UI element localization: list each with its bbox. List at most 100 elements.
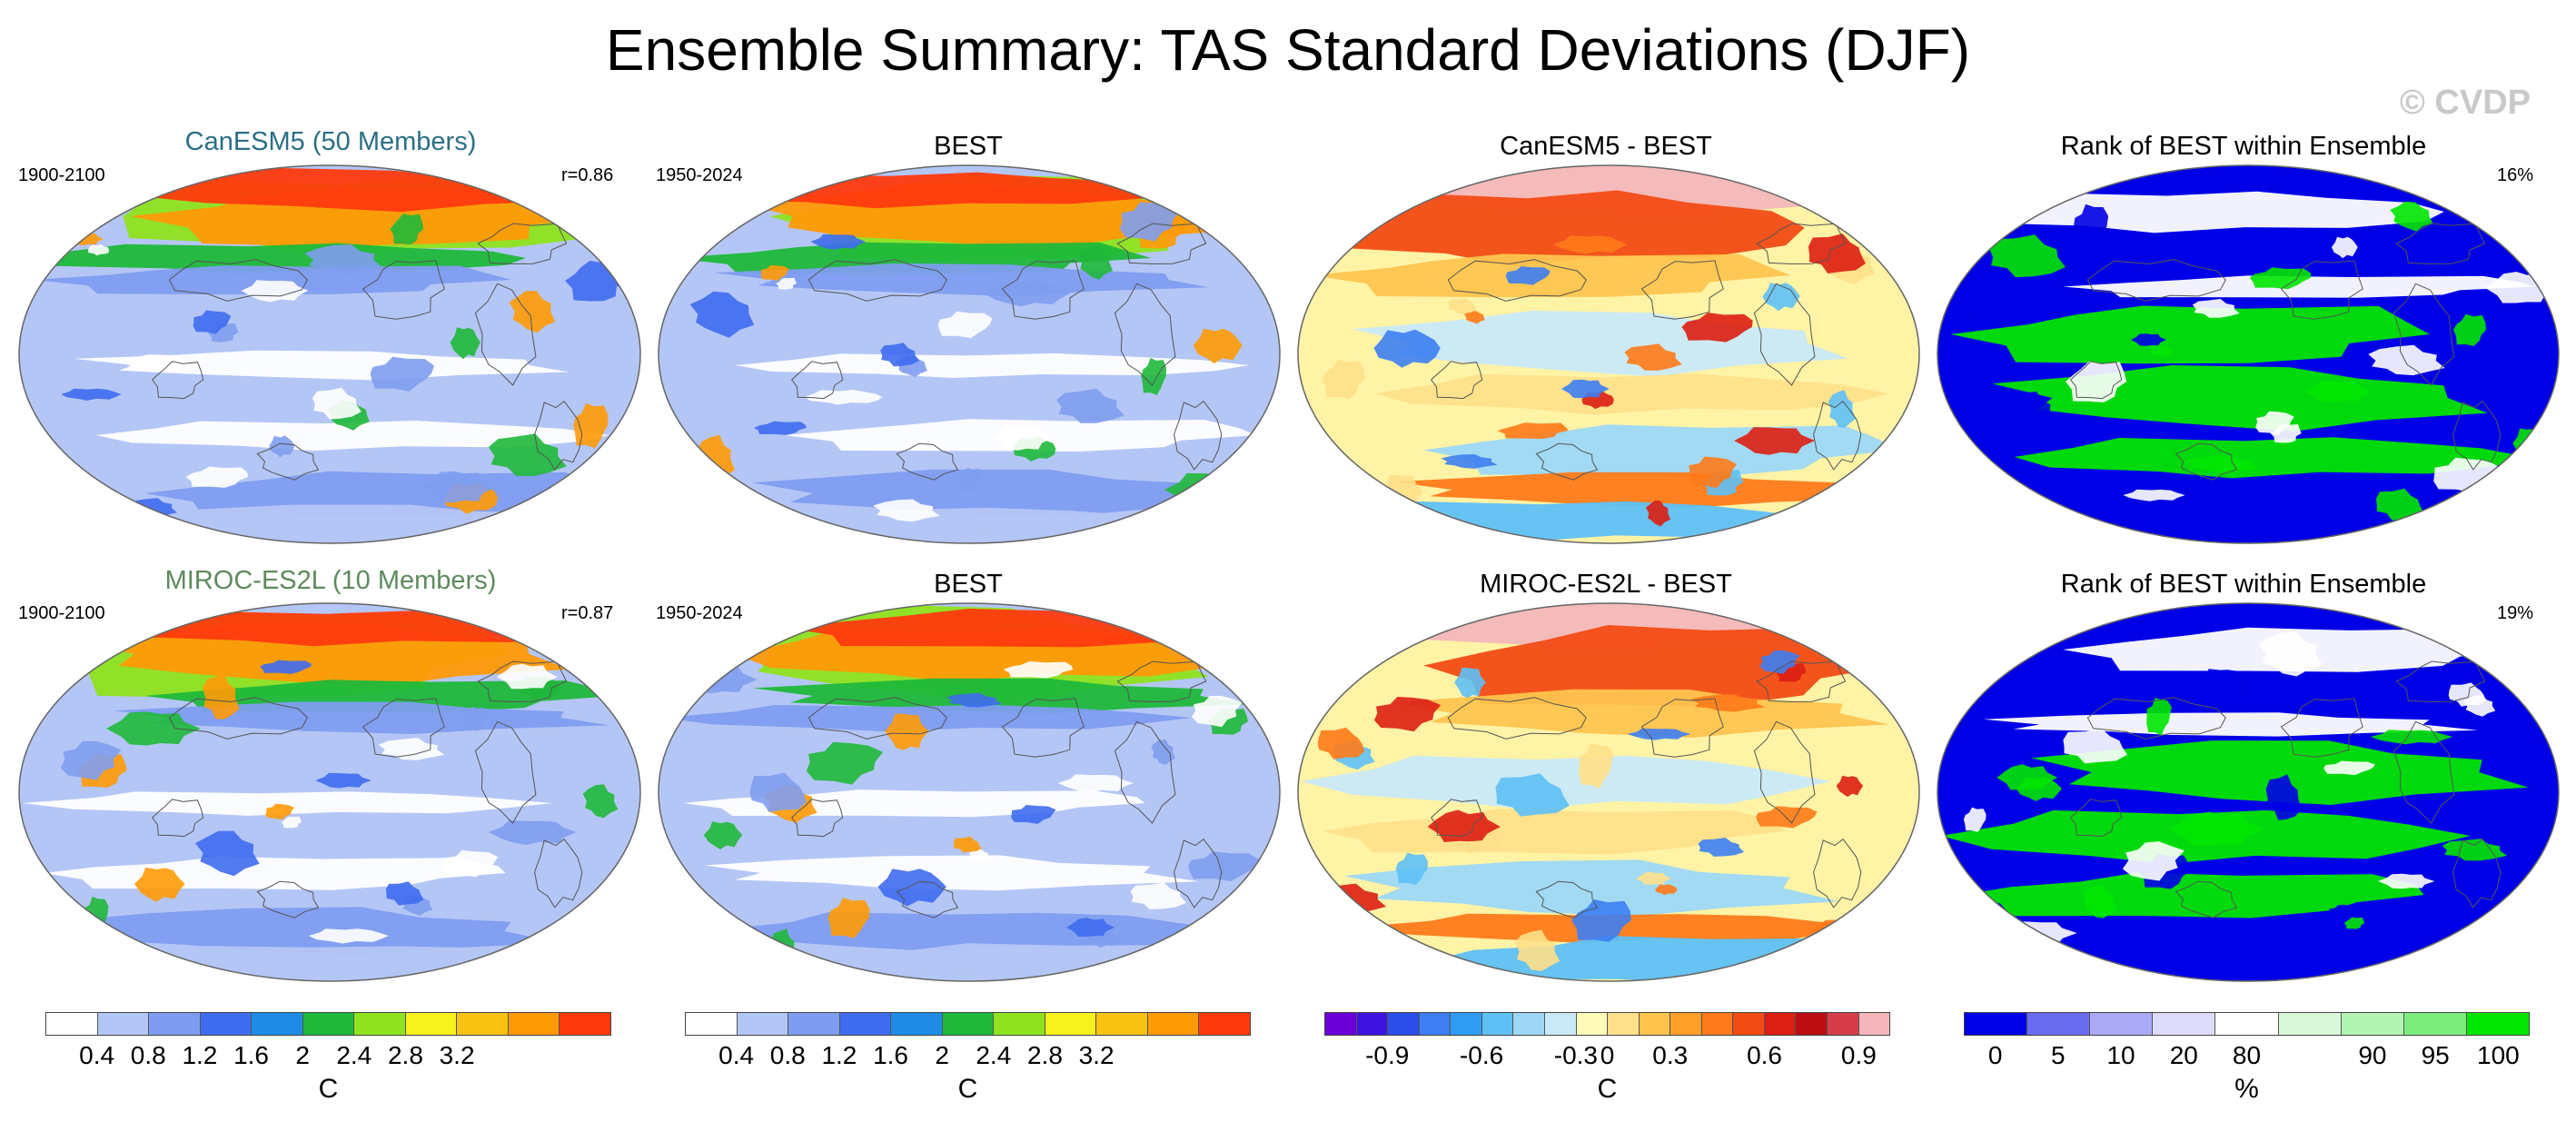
coastline [1535,442,1599,481]
colorbar-swatch [252,1013,303,1035]
field-patch [2122,841,2185,881]
period-label-r1c2: 1950-2024 [656,165,743,185]
colorbar-tick-label: 0.4 [79,1041,115,1069]
colorbar-swatch [1045,1013,1097,1035]
field-patch [810,233,867,250]
field-patch [984,281,1070,307]
coastline [168,697,308,740]
colorbar-swatch [1544,1013,1577,1035]
colorbar-swatch [354,1013,406,1035]
field-patch [1627,728,1691,740]
field-patch [1808,233,1866,273]
field-patch [689,291,755,338]
field-patch [488,819,577,845]
period-label-r1c1: 1900-2100 [18,165,105,185]
coastline [1001,260,1085,320]
colorbar-swatch [2341,1013,2404,1035]
colorbar-swatch [457,1013,509,1035]
field-patch [1322,359,1365,400]
coastline [256,880,320,918]
field-patch [1579,742,1614,789]
field-patch [2255,411,2294,435]
colorbar-tick-label: 0.6 [1747,1041,1783,1069]
colorbar-unit: C [957,1074,978,1104]
colorbar-tick-label: 80 [2232,1041,2262,1069]
colorbar-swatch [1096,1013,1148,1035]
field-patch [1636,871,1672,885]
field-patch [805,390,883,405]
field-patch [1698,838,1745,857]
field-patch [308,928,389,944]
colorbar-tick-label: 5 [2051,1041,2066,1069]
coastline [1116,223,1207,265]
field-patch [1192,695,1243,728]
field-patch [958,468,982,492]
field-patch [1066,918,1115,937]
field-band [1962,872,2424,918]
colorbar-tick-label: 20 [2169,1041,2198,1069]
colorbar-tick-label: 1.2 [182,1041,218,1069]
map-miroc-minus-best [1297,602,1920,982]
field-band [1306,190,1805,267]
field-patch [1687,456,1737,489]
field-patch [2448,682,2486,707]
coastline [2070,361,2123,400]
field-patch [1963,807,1986,832]
field-patch [509,291,556,333]
colorbar-swatch [1670,1013,1702,1035]
coastline [2280,260,2363,320]
field-patch [2453,313,2486,346]
field-patch [1734,427,1815,455]
field-patch [703,821,743,849]
field-band [27,243,526,274]
field-patch [885,713,929,750]
field-patch [1056,388,1125,423]
field-patch [312,387,362,420]
field-patch [968,849,991,863]
coastline [152,361,204,400]
field-patch [1374,697,1442,732]
colorbar-swatch [46,1013,98,1035]
colorbar-tick-label: 0.9 [1840,1041,1877,1069]
field-band [1343,859,1838,917]
field-patch [1141,358,1166,395]
field-patch [1011,805,1056,824]
field-patch [304,244,382,275]
field-patch [2323,760,2375,776]
field-patch [2370,730,2453,745]
panel-title-r2c4: Rank of BEST within Ensemble [2060,570,2427,599]
coastline [1114,720,1176,824]
field-band [1983,712,2478,737]
colorbar-swatch [1608,1013,1640,1035]
colorbar-swatch [788,1013,840,1035]
field-patch [827,898,870,938]
coastline [2393,720,2455,824]
map-canesm5-minus-best [1297,164,1920,544]
colorbar-unit: C [318,1074,339,1104]
field-patch [60,740,122,780]
colorbar-tick-label: 1.2 [821,1041,857,1069]
field-patch [2185,455,2260,473]
panel-title-r1c2: BEST [934,132,1003,161]
colorbar-swatch [2090,1013,2154,1035]
coastline [2175,880,2238,918]
coastline [1174,400,1223,471]
colorbar-tick-label: 2.4 [976,1041,1012,1069]
field-patch [1989,234,2066,278]
coastline [1756,660,1847,703]
colorbar-tick-label: 100 [2477,1041,2520,1069]
field-patch [315,772,372,789]
field-band [1301,755,1831,809]
field-patch [203,673,240,720]
figure-title: Ensemble Summary: TAS Standard Deviation… [605,17,1971,83]
field-patch [193,310,232,334]
field-band [95,421,610,452]
field-band [1950,305,2431,364]
coastline [791,361,844,400]
field-patch [776,277,797,290]
field-band [22,791,553,816]
field-patch [1317,727,1365,760]
field-patch [2304,381,2373,403]
coastline [896,880,959,918]
map-best-sd-r1 [658,164,1281,544]
